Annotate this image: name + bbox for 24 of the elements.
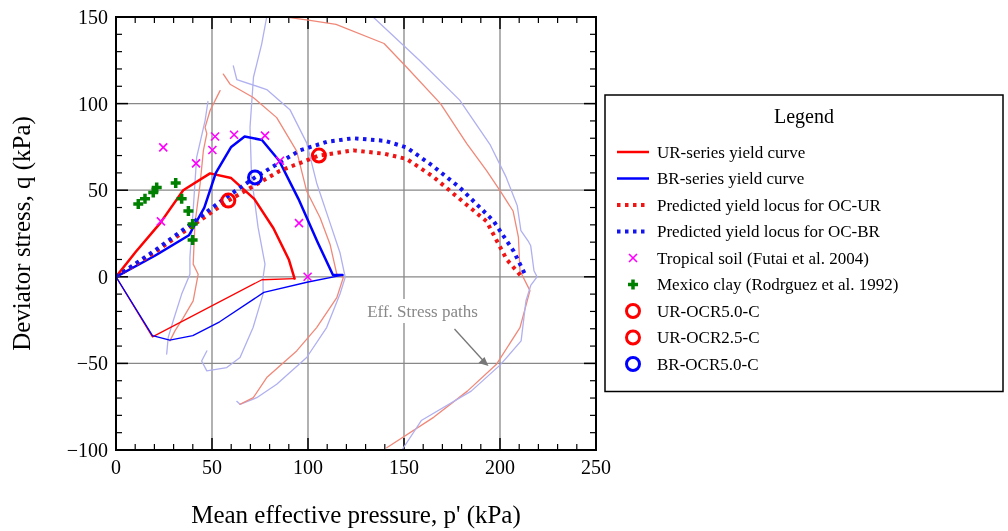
y-tick-label: 100 <box>78 92 108 115</box>
legend-label: Tropical soil (Futai et al. 2004) <box>657 248 869 268</box>
legend-label: UR-OCR2.5-C <box>657 328 760 348</box>
y-tick-label: −50 <box>76 352 108 375</box>
x-tick-label: 150 <box>389 456 419 478</box>
legend-label: UR-series yield curve <box>657 142 806 162</box>
annotation: Eff. Stress paths <box>367 301 478 321</box>
legend-label: Predicted yield locus for OC-BR <box>657 222 881 242</box>
legend-label: UR-OCR5.0-C <box>657 301 760 321</box>
x-tick-label: 250 <box>581 456 611 478</box>
legend-label: Predicted yield locus for OC-UR <box>657 195 882 215</box>
legend-label: BR-series yield curve <box>657 169 805 189</box>
legend-label: Mexico clay (Rodrguez et al. 1992) <box>657 275 899 295</box>
y-tick-label: 0 <box>98 265 108 288</box>
y-tick-label: 150 <box>78 6 108 28</box>
y-tick-label: 50 <box>88 179 108 202</box>
x-tick-label: 200 <box>485 456 515 478</box>
x-tick-label: 100 <box>293 456 323 478</box>
y-tick-label: −100 <box>66 439 108 461</box>
x-tick-label: 50 <box>202 456 222 478</box>
legend-label: BR-OCR5.0-C <box>657 354 759 374</box>
legend-title: Legend <box>774 105 834 128</box>
y-axis-title: Deviator stress, q (kPa) <box>8 116 36 351</box>
x-axis-title: Mean effective pressure, p' (kPa) <box>191 501 521 529</box>
